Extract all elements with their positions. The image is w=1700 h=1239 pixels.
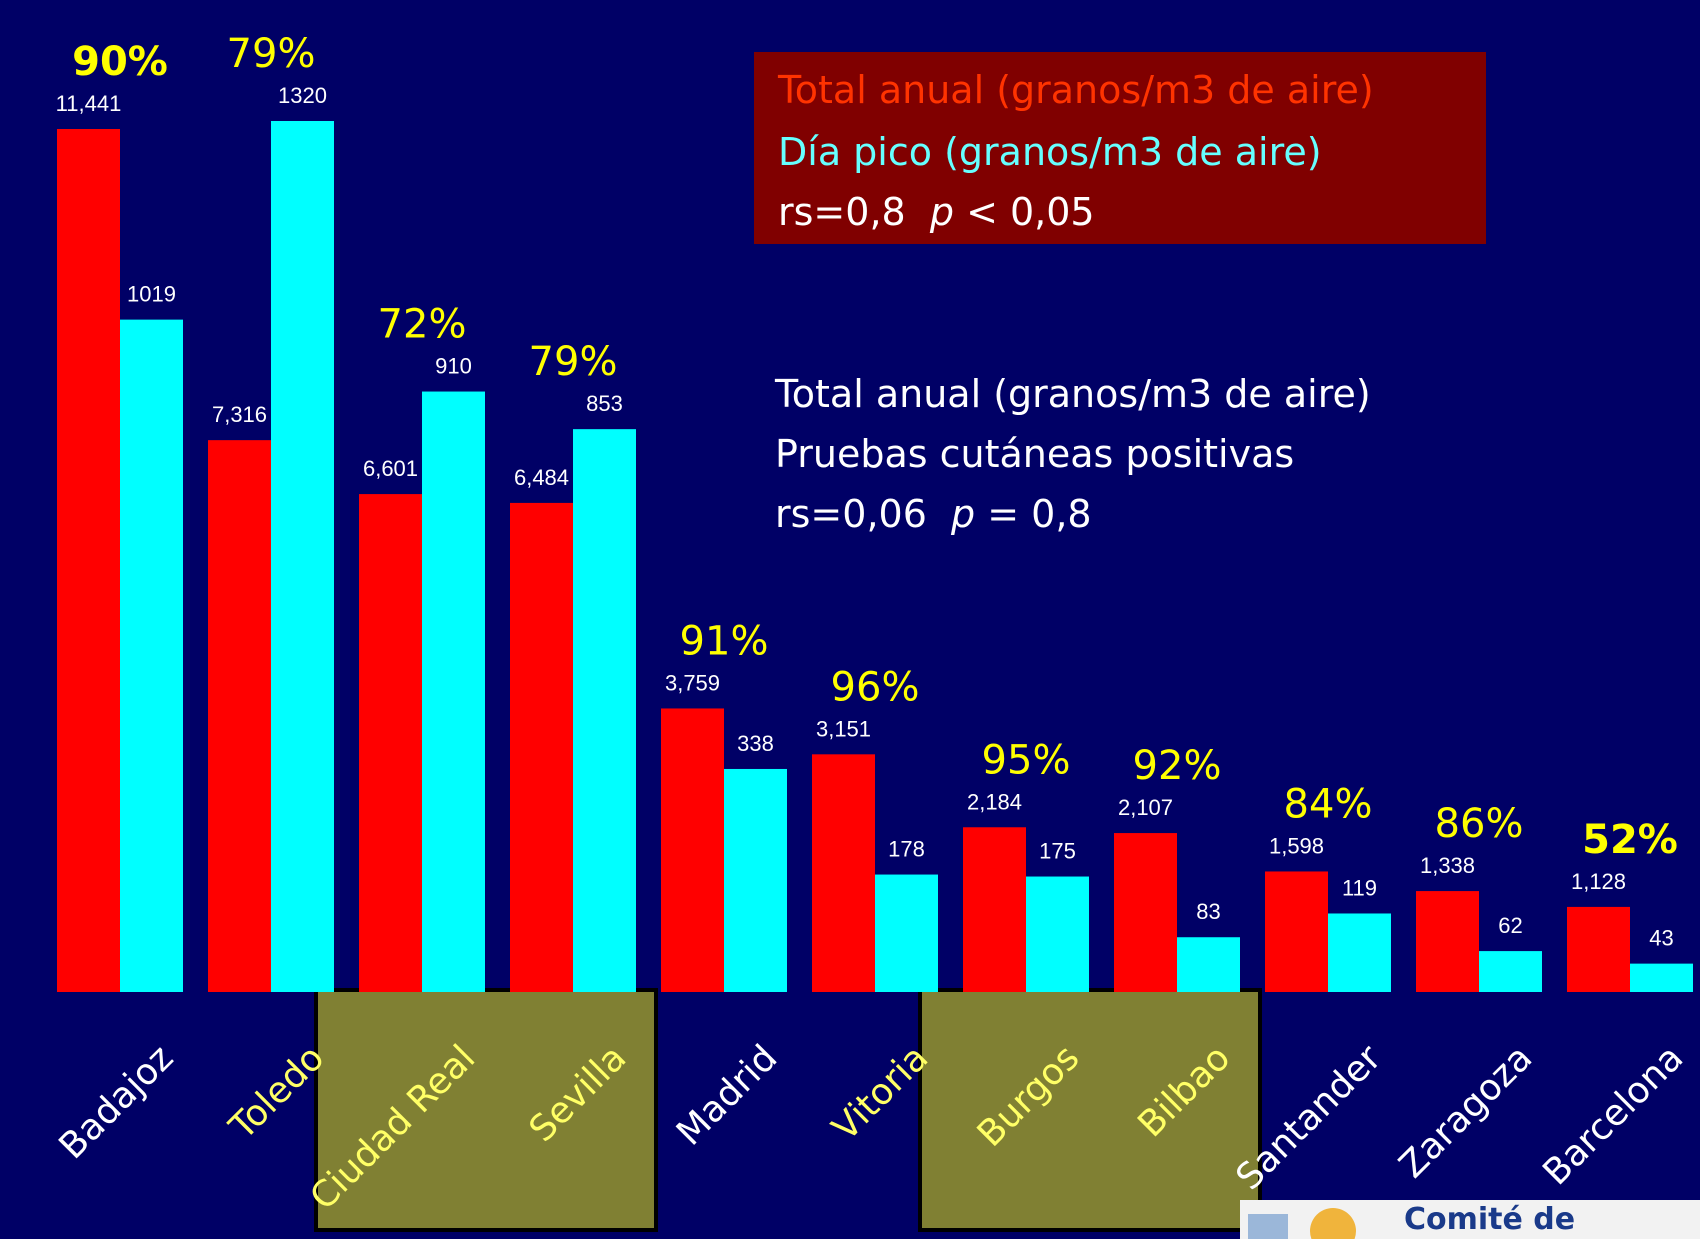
corr2-line3: rs=0,06 p = 0,8 xyxy=(775,492,1092,536)
value-label-total-7: 2,107 xyxy=(1118,795,1173,820)
bar-dia-pico-4 xyxy=(724,768,787,992)
logo-pollen-icon xyxy=(1310,1208,1356,1239)
legend-line2: Día pico (granos/m3 de aire) xyxy=(778,130,1322,174)
city-label-4: Madrid xyxy=(669,1037,785,1153)
highlight-boxes xyxy=(314,988,1262,1232)
bar-dia-pico-3 xyxy=(573,429,636,992)
value-label-total-0: 11,441 xyxy=(56,91,122,116)
bar-total-anual-1 xyxy=(208,440,271,992)
total-anual-bars xyxy=(57,129,1630,992)
value-label-total-1: 7,316 xyxy=(212,402,267,427)
bar-dia-pico-2 xyxy=(422,391,485,993)
legend-line1: Total anual (granos/m3 de aire) xyxy=(778,68,1374,112)
value-label-total-6: 2,184 xyxy=(967,789,1022,814)
legend-p-value: < 0,05 xyxy=(953,190,1095,234)
city-label-0: Badajoz xyxy=(52,1037,182,1167)
corr2-line2: Pruebas cutáneas positivas xyxy=(775,432,1295,476)
corr2-line1: Total anual (granos/m3 de aire) xyxy=(775,372,1371,416)
bar-total-anual-6 xyxy=(963,827,1026,992)
value-label-pico-5: 178 xyxy=(888,837,925,862)
bar-dia-pico-6 xyxy=(1026,876,1089,992)
value-label-total-8: 1,598 xyxy=(1269,833,1324,858)
corr2-rs: rs=0,06 xyxy=(775,492,952,536)
corr2-p: p xyxy=(951,492,976,536)
percent-label-10: 52% xyxy=(1582,817,1678,863)
bar-dia-pico-1 xyxy=(271,121,334,992)
bar-total-anual-10 xyxy=(1567,906,1630,992)
percent-label-3: 79% xyxy=(529,339,618,385)
value-label-total-5: 3,151 xyxy=(816,716,871,741)
legend-rs: rs=0,8 xyxy=(778,190,930,234)
logo-text: Comité de xyxy=(1404,1202,1576,1237)
legend-correlation: rs=0,8 p < 0,05 xyxy=(778,190,1095,234)
percent-label-1: 79% xyxy=(227,31,316,77)
bar-total-anual-4 xyxy=(661,708,724,992)
bar-dia-pico-8 xyxy=(1328,913,1391,992)
percent-label-0: 90% xyxy=(72,39,168,85)
percent-label-6: 95% xyxy=(982,737,1071,783)
percent-label-7: 92% xyxy=(1133,743,1222,789)
percent-label-2: 72% xyxy=(378,302,467,348)
percent-label-4: 91% xyxy=(680,618,769,664)
bar-total-anual-8 xyxy=(1265,871,1328,992)
value-label-pico-6: 175 xyxy=(1039,839,1076,864)
city-label-9: Zaragoza xyxy=(1392,1037,1541,1186)
bar-total-anual-7 xyxy=(1114,833,1177,992)
value-label-pico-8: 119 xyxy=(1342,875,1377,900)
value-label-total-2: 6,601 xyxy=(363,456,418,481)
value-label-pico-0: 1019 xyxy=(127,282,176,307)
value-label-pico-9: 62 xyxy=(1498,913,1522,938)
value-label-pico-10: 43 xyxy=(1649,926,1673,951)
value-labels: 11,441 1019 7,316 1320 6,601 910 6,484 853 3,759… xyxy=(56,83,1674,951)
bar-total-anual-2 xyxy=(359,494,422,992)
value-label-pico-1: 1320 xyxy=(278,83,327,108)
value-label-total-10: 1,128 xyxy=(1571,869,1626,894)
legend-dia-pico: Día pico (granos/m3 de aire) xyxy=(778,130,1322,174)
bar-dia-pico-10 xyxy=(1630,963,1693,992)
committee-logo: Comité de xyxy=(1240,1200,1700,1239)
value-label-total-4: 3,759 xyxy=(665,670,720,695)
legend-total-anual: Total anual (granos/m3 de aire) xyxy=(778,68,1374,112)
percent-label-9: 86% xyxy=(1435,801,1524,847)
dia-pico-bars xyxy=(120,121,1693,993)
value-label-total-3: 6,484 xyxy=(514,465,569,490)
percent-labels: 90% 79% 72% 79% 91% 96% 95% 92% 84% 86% 52% xyxy=(72,31,1678,863)
value-label-pico-3: 853 xyxy=(586,391,623,416)
value-label-pico-2: 910 xyxy=(435,354,472,379)
value-label-total-9: 1,338 xyxy=(1420,853,1475,878)
value-label-pico-7: 83 xyxy=(1196,899,1220,924)
logo-square-icon xyxy=(1248,1214,1288,1239)
bar-dia-pico-5 xyxy=(875,874,938,992)
bar-dia-pico-0 xyxy=(120,319,183,992)
corr2-p-value: = 0,8 xyxy=(975,492,1092,536)
bar-total-anual-0 xyxy=(57,129,120,992)
bar-dia-pico-7 xyxy=(1177,937,1240,992)
bar-total-anual-3 xyxy=(510,502,573,992)
highlight-box-2 xyxy=(918,988,1262,1232)
city-label-10: Barcelona xyxy=(1535,1037,1691,1193)
bar-total-anual-5 xyxy=(812,754,875,992)
percent-label-5: 96% xyxy=(831,664,920,710)
bar-total-anual-9 xyxy=(1416,891,1479,992)
percent-label-8: 84% xyxy=(1284,781,1373,827)
legend-p: p xyxy=(929,190,954,234)
legend-box: Total anual (granos/m3 de aire) Día pico… xyxy=(754,52,1486,244)
highlight-box-1 xyxy=(314,988,658,1232)
value-label-pico-4: 338 xyxy=(737,731,774,756)
bar-dia-pico-9 xyxy=(1479,951,1542,992)
